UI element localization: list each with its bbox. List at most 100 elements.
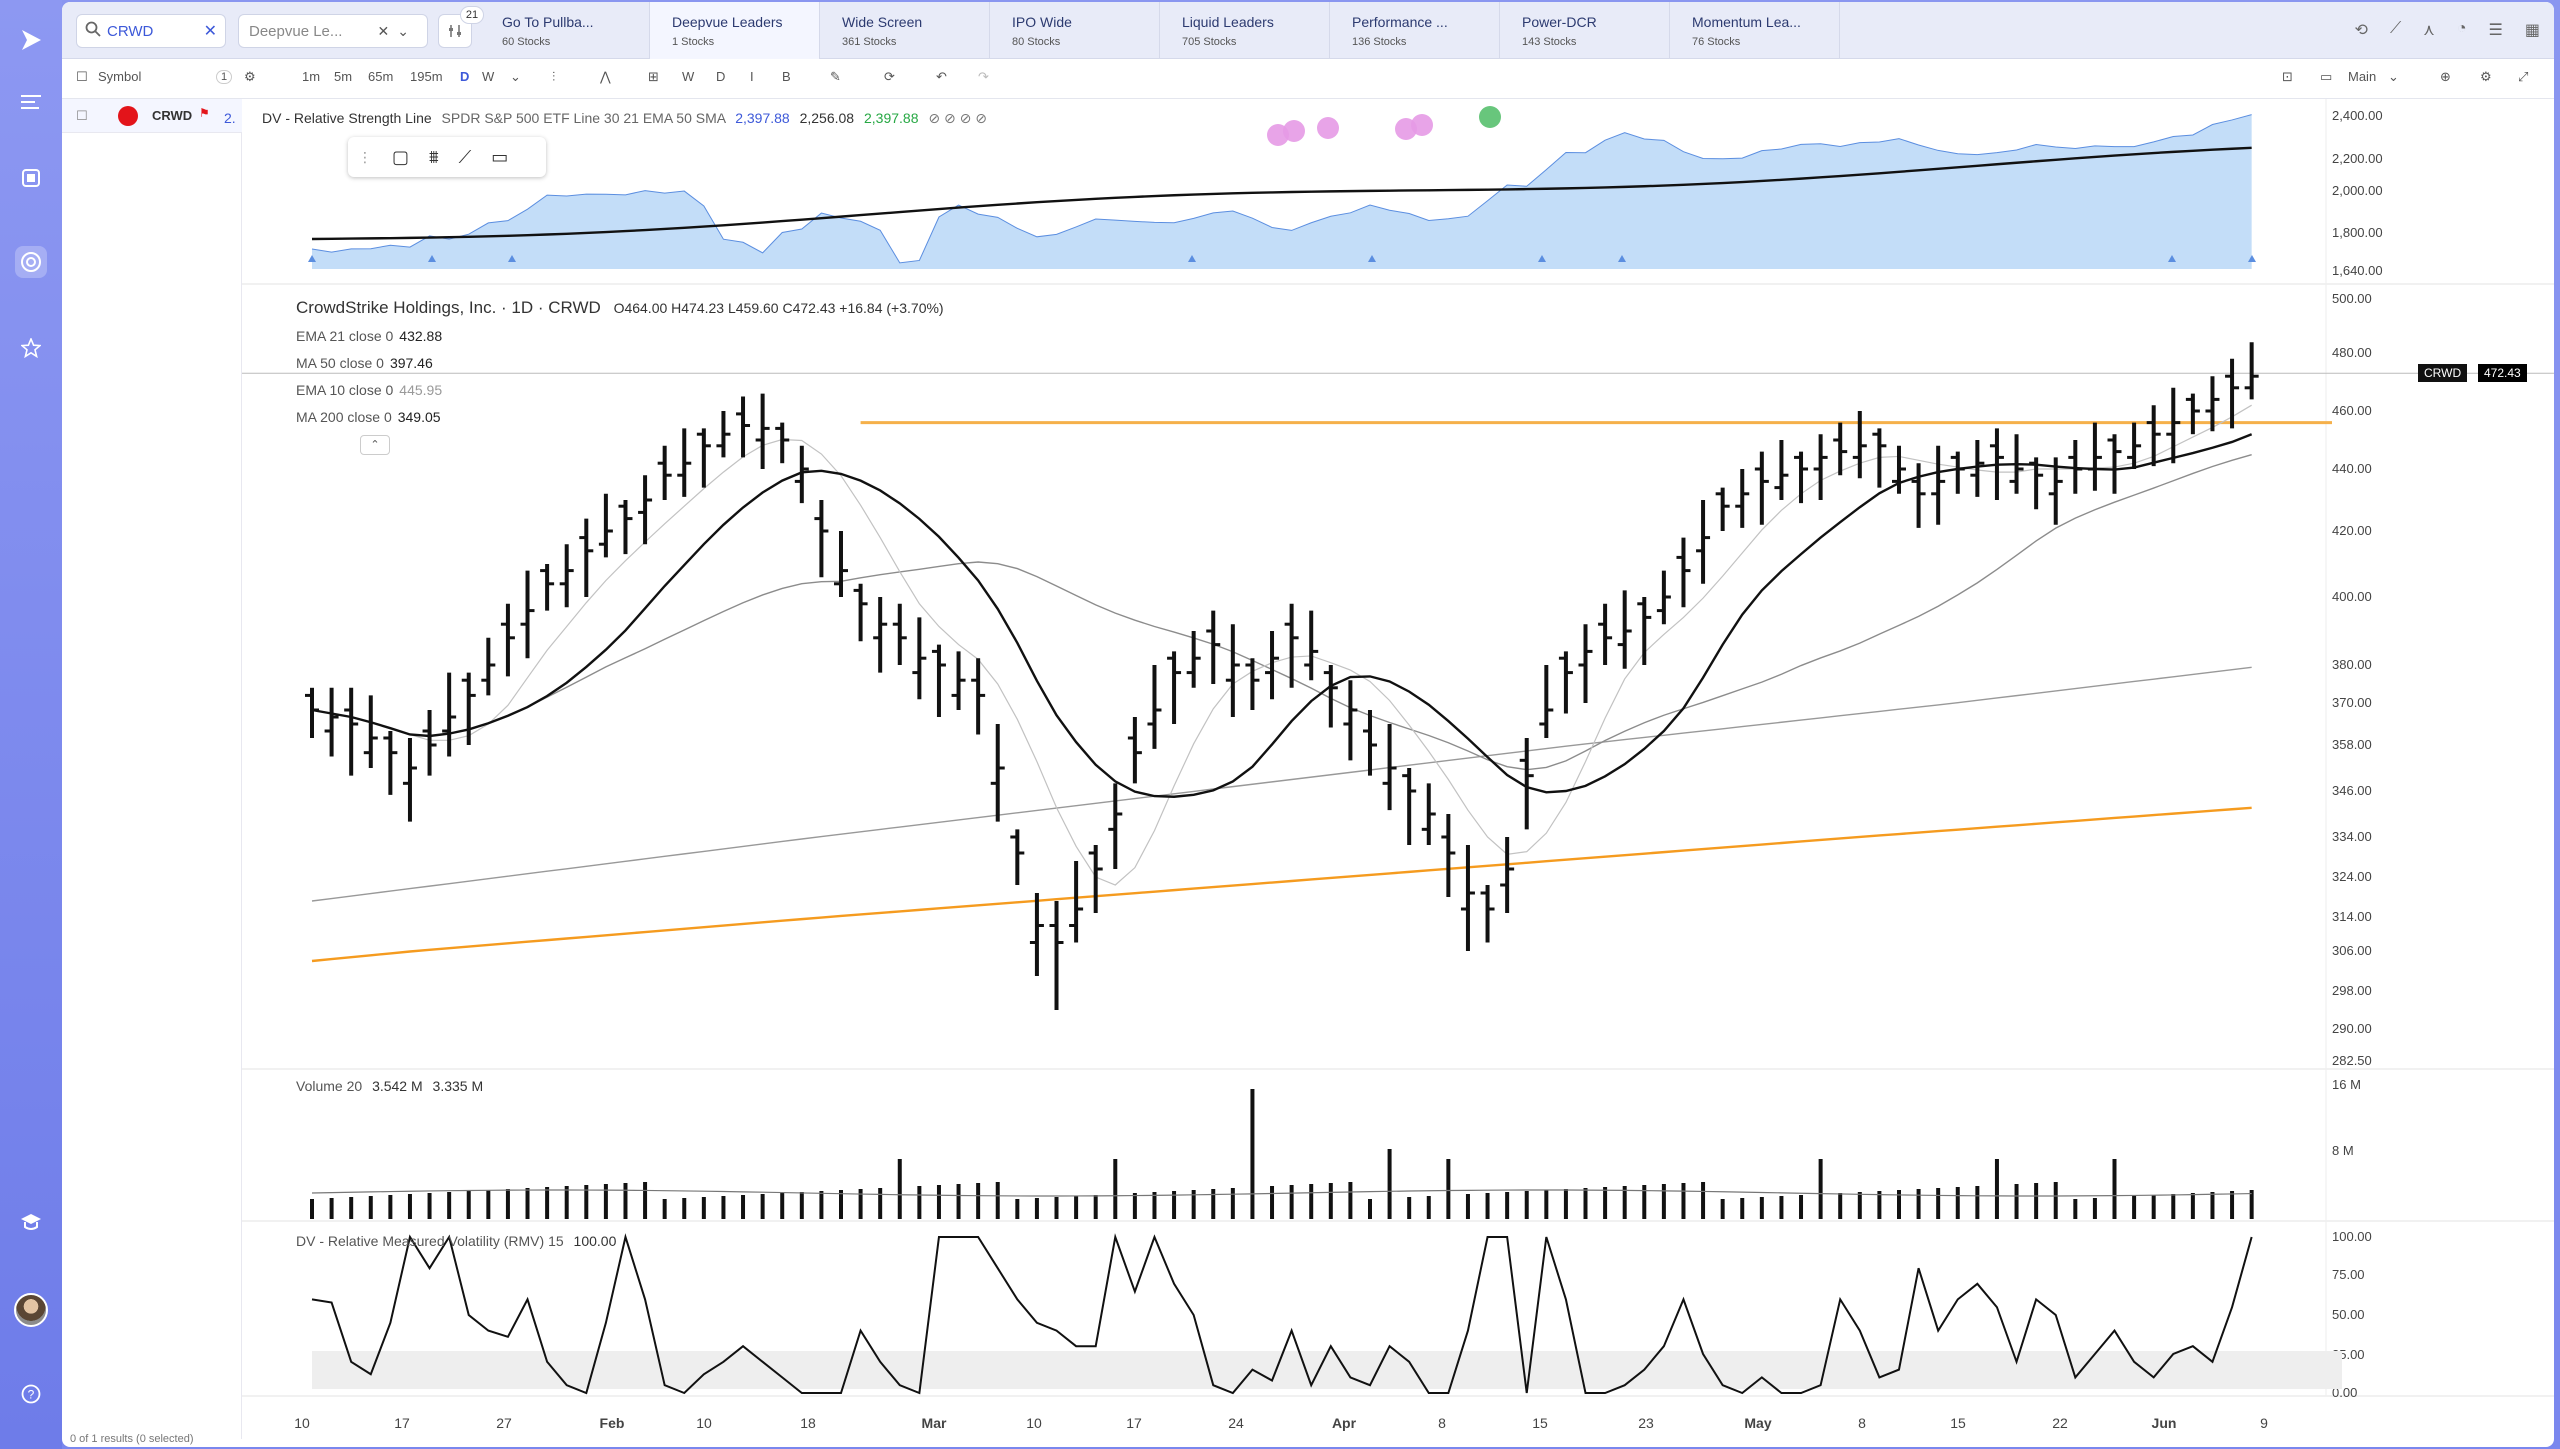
list-item[interactable]: ☐ CRWD ⚑ bbox=[62, 99, 242, 133]
layout-dropdown-icon[interactable]: ⌄ bbox=[2388, 69, 2399, 84]
compare-icon[interactable]: ⋏ bbox=[2423, 22, 2435, 39]
rs-title: DV - Relative Strength Line bbox=[262, 110, 432, 126]
x-axis-label: 8 bbox=[1858, 1415, 1866, 1431]
templates-icon[interactable]: ⊞ bbox=[648, 69, 659, 84]
indicator-value: 432.88 bbox=[399, 328, 443, 344]
interval-dropdown-icon[interactable]: ⌄ bbox=[510, 69, 521, 84]
search-value: CRWD bbox=[107, 22, 154, 40]
flag-icon[interactable]: ⚑ bbox=[199, 106, 210, 120]
period-b[interactable]: B bbox=[782, 69, 791, 84]
search-icon bbox=[85, 21, 101, 41]
comment-tool-icon[interactable]: ▭ bbox=[491, 146, 509, 167]
rs-marker-triangle bbox=[1618, 255, 1626, 262]
tab-wide-screen[interactable]: Wide Screen 361 Stocks bbox=[820, 2, 990, 59]
settings-icon[interactable]: ⚙ bbox=[244, 69, 256, 84]
logo-icon[interactable] bbox=[15, 24, 47, 56]
bar-style-icon[interactable]: ⫶ bbox=[552, 69, 556, 84]
rs-value-3: 2,397.88 bbox=[863, 110, 919, 126]
ma150-line bbox=[311, 666, 2252, 902]
undo-icon[interactable]: ↶ bbox=[936, 69, 947, 84]
pencil-icon[interactable]: ✎ bbox=[830, 69, 841, 84]
rmv-tick-label: 100.00 bbox=[2332, 1229, 2372, 1244]
tab-deepvue-leaders[interactable]: Deepvue Leaders 1 Stocks bbox=[650, 2, 820, 59]
x-axis-label: 23 bbox=[1638, 1415, 1654, 1431]
share-icon[interactable]: ⟲ bbox=[2354, 22, 2368, 39]
interval-1m[interactable]: 1m bbox=[302, 69, 321, 84]
indicator-value: 349.05 bbox=[397, 409, 441, 425]
volume-legend: Volume 20 3.542 M 3.335 M bbox=[296, 1078, 483, 1094]
x-axis-label: 10 bbox=[1026, 1415, 1042, 1431]
help-icon[interactable]: ? bbox=[15, 1378, 47, 1410]
tab-liquid-leaders[interactable]: Liquid Leaders 705 Stocks bbox=[1160, 2, 1330, 59]
x-axis-label: 22 bbox=[2052, 1415, 2068, 1431]
interval-65m[interactable]: 65m bbox=[368, 69, 394, 84]
price-tick-label: 440.00 bbox=[2332, 461, 2372, 476]
indicators-icon[interactable]: ⋀ bbox=[600, 69, 611, 84]
chart-settings-icon[interactable]: ⚙ bbox=[2480, 69, 2492, 84]
clear-search-icon[interactable]: ✕ bbox=[203, 23, 217, 40]
price-tick-label: 306.00 bbox=[2332, 943, 2372, 958]
search-input[interactable]: CRWD ✕ bbox=[76, 14, 226, 48]
ohlc-values: O464.00 H474.23 L459.60 C472.43 +16.84 (… bbox=[613, 300, 944, 316]
period-d[interactable]: D bbox=[716, 69, 726, 84]
rs-tick-label: 1,800.00 bbox=[2332, 225, 2383, 240]
crowdstrike-logo-icon bbox=[118, 106, 138, 126]
price-tick-label: 282.50 bbox=[2332, 1053, 2372, 1068]
tab-performance[interactable]: Performance ... 136 Stocks bbox=[1330, 2, 1500, 59]
price-tick-label: 334.00 bbox=[2332, 829, 2372, 844]
interval-195m[interactable]: 195m bbox=[410, 69, 443, 84]
ema21-line bbox=[311, 433, 2253, 798]
tab-label: IPO Wide bbox=[1012, 14, 1072, 30]
x-axis-label: 17 bbox=[394, 1415, 410, 1431]
interval-d[interactable]: D bbox=[460, 69, 470, 84]
graduation-icon[interactable] bbox=[15, 1206, 47, 1238]
line-chart-icon[interactable]: ⟋ bbox=[2389, 20, 2402, 37]
tab-count: 705 Stocks bbox=[1182, 36, 1237, 48]
interval-w[interactable]: W bbox=[482, 69, 495, 84]
chart-area[interactable]: 2,400.00 2,200.00 2,000.00 1,800.00 1,640.00… bbox=[242, 99, 2554, 1447]
watchlist-value: Deepvue Le... bbox=[249, 22, 343, 40]
x-axis-label: 15 bbox=[1532, 1415, 1548, 1431]
menu-icon[interactable] bbox=[15, 86, 47, 118]
bell-icon[interactable]: ◔ bbox=[2456, 20, 2467, 37]
drawing-toolbar: ⋮ ▢ ⩩ ⟋ ▭ bbox=[348, 137, 546, 177]
rectangle-tool-icon[interactable]: ▢ bbox=[392, 146, 410, 167]
chevron-down-icon[interactable]: ✕⌄ bbox=[377, 22, 417, 39]
x-axis-label: May bbox=[1744, 1415, 1771, 1431]
rs-new-high-dot bbox=[1411, 114, 1433, 136]
collapse-legend-button[interactable]: ⌃ bbox=[360, 435, 390, 455]
star-icon[interactable] bbox=[15, 332, 47, 364]
tab-label: Go To Pullba... bbox=[502, 14, 594, 30]
refresh-icon[interactable]: ⟳ bbox=[884, 69, 895, 84]
period-i[interactable]: I bbox=[750, 69, 754, 84]
row-checkbox[interactable]: ☐ bbox=[76, 108, 88, 123]
period-w[interactable]: W bbox=[682, 69, 695, 84]
folder-icon[interactable]: ▭ bbox=[2320, 69, 2333, 84]
avatar[interactable] bbox=[14, 1293, 48, 1327]
tab-go-to-pullback[interactable]: Go To Pullba... 60 Stocks bbox=[480, 2, 650, 59]
rmv-line bbox=[311, 1233, 2253, 1395]
tab-power-dcr[interactable]: Power-DCR 143 Stocks bbox=[1500, 2, 1670, 59]
zoom-icon[interactable]: ⊕ bbox=[2440, 69, 2451, 84]
grid-view-icon[interactable]: ▦ bbox=[2524, 22, 2540, 39]
symbol-checkbox[interactable]: ☐ bbox=[76, 69, 88, 84]
fib-tool-icon[interactable]: ⩩ bbox=[429, 146, 439, 167]
tab-ipo-wide[interactable]: IPO Wide 80 Stocks bbox=[990, 2, 1160, 59]
chart-canvas[interactable]: 2,400.00 2,200.00 2,000.00 1,800.00 1,640.00… bbox=[242, 99, 2554, 1447]
layout-icon[interactable]: ⊡ bbox=[2282, 69, 2293, 84]
list-view-icon[interactable]: ☰ bbox=[2488, 22, 2503, 39]
redo-icon[interactable]: ↷ bbox=[978, 69, 989, 84]
ma200-line bbox=[311, 806, 2252, 963]
fullscreen-icon[interactable]: ⤢ bbox=[2518, 69, 2529, 84]
radar-icon[interactable] bbox=[15, 246, 47, 278]
rs-panel-legend: 2. DV - Relative Strength Line SPDR S&P … bbox=[224, 110, 987, 127]
trendline-tool-icon[interactable]: ⟋ bbox=[458, 146, 472, 167]
interval-5m[interactable]: 5m bbox=[334, 69, 353, 84]
tab-momentum-leaders[interactable]: Momentum Lea... 76 Stocks bbox=[1670, 2, 1840, 59]
price-tick-label: 290.00 bbox=[2332, 1021, 2372, 1036]
volume-tick-label: 16 M bbox=[2332, 1077, 2361, 1092]
drag-handle-icon[interactable]: ⋮ bbox=[358, 148, 372, 165]
layout-select[interactable]: Main bbox=[2348, 69, 2377, 84]
screener-icon[interactable] bbox=[15, 162, 47, 194]
watchlist-select[interactable]: Deepvue Le... ✕⌄ bbox=[238, 14, 428, 48]
